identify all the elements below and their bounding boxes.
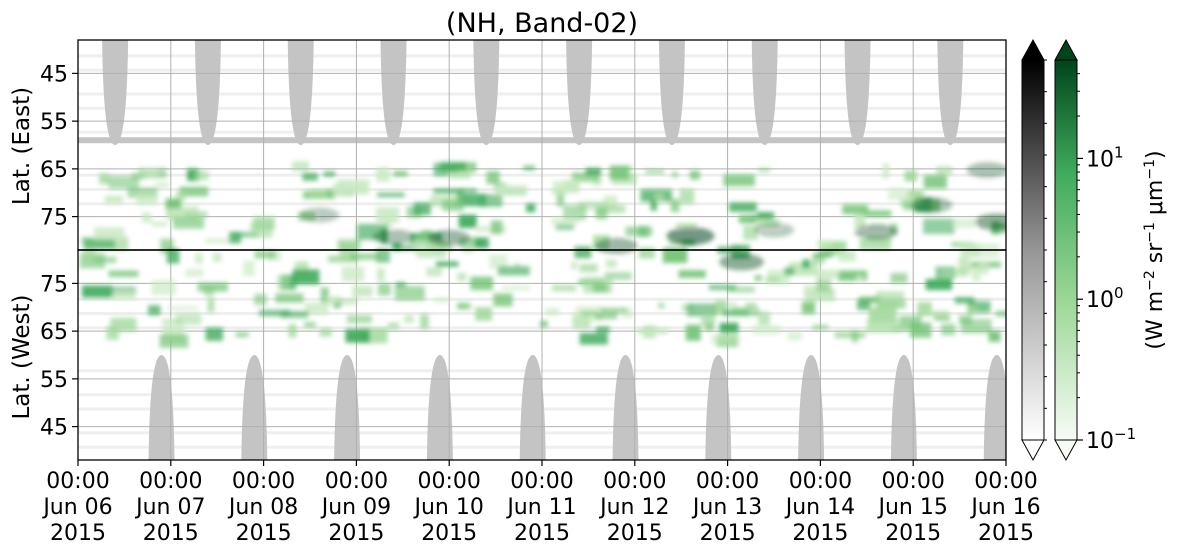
x-tick-label: 00:00 Jun 06 2015 — [41, 469, 112, 546]
colorbar-greys-extend-top — [1021, 38, 1045, 61]
colorbar-tick-label: 101 — [1086, 143, 1124, 172]
y-tick-label-west: 45 — [40, 416, 68, 441]
night-mask — [78, 40, 1006, 460]
x-tick-label: 00:00 Jun 07 2015 — [134, 469, 205, 546]
y-ticks-west: 75 65 55 45 — [40, 272, 78, 441]
x-tick-label: 00:00 Jun 12 2015 — [598, 469, 669, 546]
colorbar-greys-body — [1021, 59, 1045, 441]
radiance-field — [79, 161, 1006, 348]
x-tick-label: 00:00 Jun 13 2015 — [691, 469, 762, 546]
y-label-west: Lat. (West) — [9, 294, 35, 419]
x-tick-label: 00:00 Jun 08 2015 — [227, 469, 298, 546]
y-tick-label-west: 55 — [40, 368, 68, 393]
x-tick-label: 00:00 Jun 15 2015 — [877, 469, 948, 546]
x-tick-label: 00:00 Jun 16 2015 — [969, 469, 1040, 546]
x-tick-label: 00:00 Jun 14 2015 — [784, 469, 855, 546]
y-tick-label-east: 65 — [40, 158, 68, 183]
x-tick-label: 00:00 Jun 11 2015 — [505, 469, 576, 546]
y-tick-label-east: 45 — [40, 62, 68, 87]
x-ticks: 00:00 Jun 06 2015 00:00 Jun 07 2015 00:00 Jun 0… — [41, 460, 1041, 546]
colorbar-tick-label: 100 — [1086, 284, 1124, 313]
y-ticks-east: 45 55 65 75 — [40, 62, 78, 231]
chart-title: (NH, Band-02) — [446, 8, 638, 39]
x-tick-label: 00:00 Jun 10 2015 — [413, 469, 484, 546]
colorbar-greens-extend-top — [1054, 38, 1078, 61]
y-label-east: Lat. (East) — [9, 87, 35, 205]
colorbar-tick-label: 10−1 — [1086, 425, 1136, 454]
colorbar-greens: 10−1 100 101 — [1054, 38, 1136, 462]
y-tick-label-west: 75 — [40, 272, 68, 297]
colorbar-greens-extend-bottom — [1054, 439, 1078, 462]
y-tick-label-east: 75 — [40, 206, 68, 231]
x-tick-label: 00:00 Jun 09 2015 — [320, 469, 391, 546]
colorbar-greys-extend-bottom — [1021, 439, 1045, 462]
y-tick-label-west: 65 — [40, 320, 68, 345]
y-tick-label-east: 55 — [40, 110, 68, 135]
colorbar-greens-body — [1054, 59, 1078, 441]
colorbar-label: (W m−2 sr−1 μm−1) — [1142, 150, 1168, 349]
colorbar-greys — [1021, 38, 1047, 462]
